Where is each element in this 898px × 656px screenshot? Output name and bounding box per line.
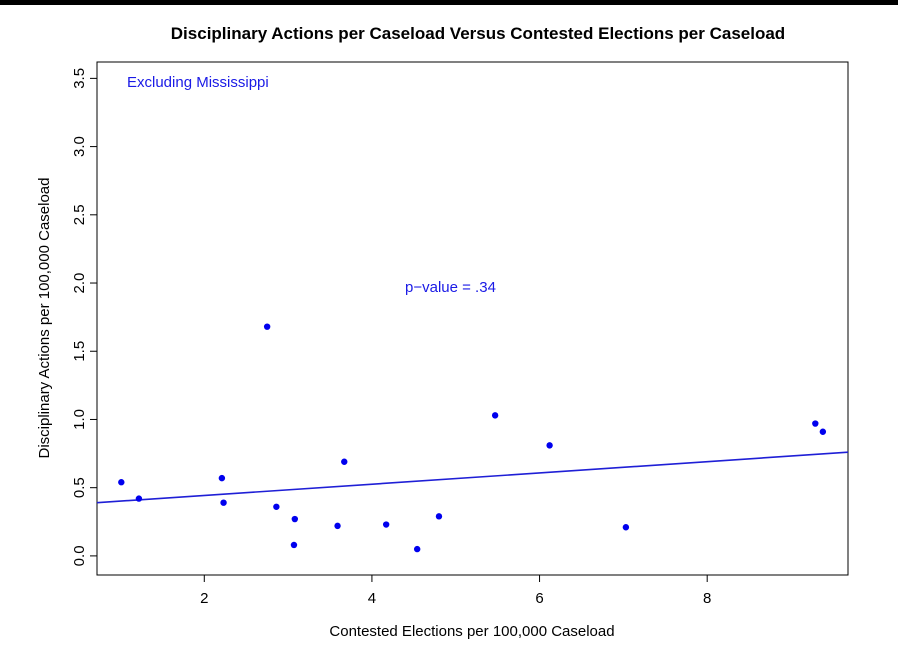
data-point [290, 541, 298, 549]
data-point [622, 524, 630, 531]
y-tick-label: 2.0 [71, 273, 88, 294]
data-point [118, 479, 125, 486]
data-point [413, 545, 421, 553]
data-point [218, 474, 226, 482]
y-tick-label: 2.5 [71, 204, 88, 225]
data-points [118, 323, 827, 553]
x-tick-label: 8 [703, 590, 711, 607]
data-point [382, 521, 390, 528]
x-axis-label: Contested Elections per 100,000 Caseload [329, 623, 614, 640]
x-axis-ticks: 2 4 6 8 [200, 575, 711, 607]
y-tick-label: 3.0 [71, 136, 88, 157]
data-point [812, 420, 819, 427]
data-point [135, 495, 143, 502]
x-tick-label: 4 [368, 590, 376, 607]
data-point [291, 515, 299, 523]
chart-title: Disciplinary Actions per Caseload Versus… [171, 24, 785, 43]
y-tick-label: 1.5 [71, 341, 88, 362]
y-tick-label: 3.5 [71, 68, 88, 89]
y-axis-ticks: 0.0 0.5 1.0 1.5 2.0 2.5 3.0 3.5 [71, 68, 97, 566]
data-point [341, 458, 348, 465]
data-point [819, 428, 827, 435]
annotation-excluding-mississippi: Excluding Mississippi [127, 74, 269, 91]
x-tick-label: 6 [535, 590, 543, 607]
data-point [263, 323, 271, 330]
x-tick-label: 2 [200, 590, 208, 607]
y-tick-label: 1.0 [71, 409, 88, 430]
regression-line [96, 451, 849, 504]
top-rule [0, 0, 898, 5]
plot-area [96, 61, 849, 576]
annotation-p-value: p−value = .34 [405, 279, 496, 296]
data-point [491, 412, 499, 419]
data-point [220, 499, 227, 506]
data-point [273, 503, 280, 510]
data-point [435, 513, 443, 520]
data-point [334, 522, 341, 530]
y-axis-label: Disciplinary Actions per 100,000 Caseloa… [36, 178, 53, 459]
y-tick-label: 0.5 [71, 477, 88, 498]
data-point [546, 442, 553, 449]
y-tick-label: 0.0 [71, 545, 88, 566]
